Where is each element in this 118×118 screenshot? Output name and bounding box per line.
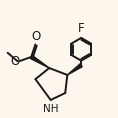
Polygon shape (67, 64, 82, 75)
Polygon shape (30, 55, 49, 68)
Text: F: F (78, 22, 84, 35)
Text: O: O (11, 55, 20, 68)
Text: NH: NH (43, 104, 58, 114)
Text: O: O (32, 30, 41, 43)
